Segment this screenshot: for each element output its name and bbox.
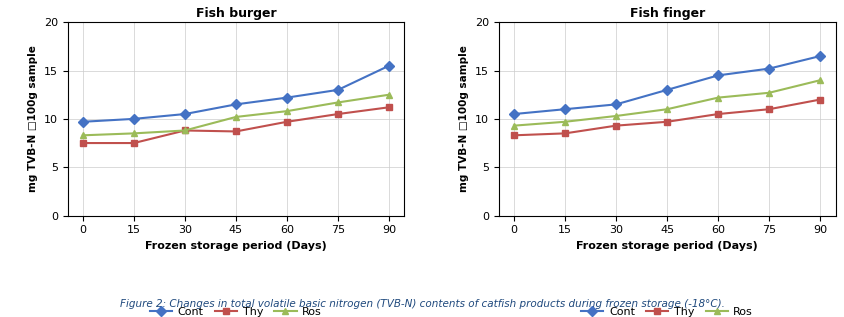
Thy (282, 120, 292, 124)
Thy (333, 112, 344, 116)
Thy (815, 98, 825, 101)
Y-axis label: mg TVB-N □100g sample: mg TVB-N □100g sample (28, 45, 38, 192)
Line: Ros: Ros (511, 77, 824, 129)
Thy (764, 107, 774, 111)
Thy (662, 120, 672, 124)
Thy (78, 141, 88, 145)
Ros (764, 91, 774, 95)
Cont (129, 117, 139, 121)
Ros (129, 132, 139, 135)
Cont (560, 107, 570, 111)
Cont (231, 102, 241, 106)
Ros (78, 133, 88, 137)
X-axis label: Frozen storage period (Days): Frozen storage period (Days) (576, 241, 758, 251)
Cont (611, 102, 621, 106)
Ros (662, 107, 672, 111)
Ros (231, 115, 241, 119)
Thy (611, 124, 621, 127)
Cont (282, 96, 292, 100)
Thy (713, 112, 723, 116)
Line: Ros: Ros (79, 91, 392, 139)
Ros (509, 124, 519, 127)
Legend: Cont, Thy, Ros: Cont, Thy, Ros (146, 302, 327, 317)
Thy (560, 132, 570, 135)
Ros (611, 114, 621, 118)
Ros (282, 109, 292, 113)
Thy (384, 105, 394, 109)
Line: Thy: Thy (511, 96, 824, 139)
Ros (333, 100, 344, 104)
Cont (384, 64, 394, 68)
Cont (78, 120, 88, 124)
Cont (713, 74, 723, 77)
Ros (560, 120, 570, 124)
Ros (180, 129, 190, 133)
Line: Cont: Cont (79, 62, 392, 125)
Cont (764, 67, 774, 70)
X-axis label: Frozen storage period (Days): Frozen storage period (Days) (145, 241, 327, 251)
Cont (815, 54, 825, 58)
Line: Cont: Cont (511, 53, 824, 118)
Thy (231, 130, 241, 133)
Cont (180, 112, 190, 116)
Cont (662, 88, 672, 92)
Thy (180, 129, 190, 133)
Ros (713, 96, 723, 100)
Title: Fish burger: Fish burger (196, 7, 276, 20)
Cont (333, 88, 344, 92)
Y-axis label: mg TVB-N □100g sample: mg TVB-N □100g sample (459, 45, 469, 192)
Thy (509, 133, 519, 137)
Ros (815, 78, 825, 82)
Ros (384, 93, 394, 97)
Legend: Cont, Thy, Ros: Cont, Thy, Ros (576, 302, 757, 317)
Line: Thy: Thy (79, 104, 392, 146)
Text: Figure 2: Changes in total volatile basic nitrogen (TVB-N) contents of catfish p: Figure 2: Changes in total volatile basi… (120, 299, 724, 309)
Thy (129, 141, 139, 145)
Title: Fish finger: Fish finger (630, 7, 705, 20)
Cont (509, 112, 519, 116)
